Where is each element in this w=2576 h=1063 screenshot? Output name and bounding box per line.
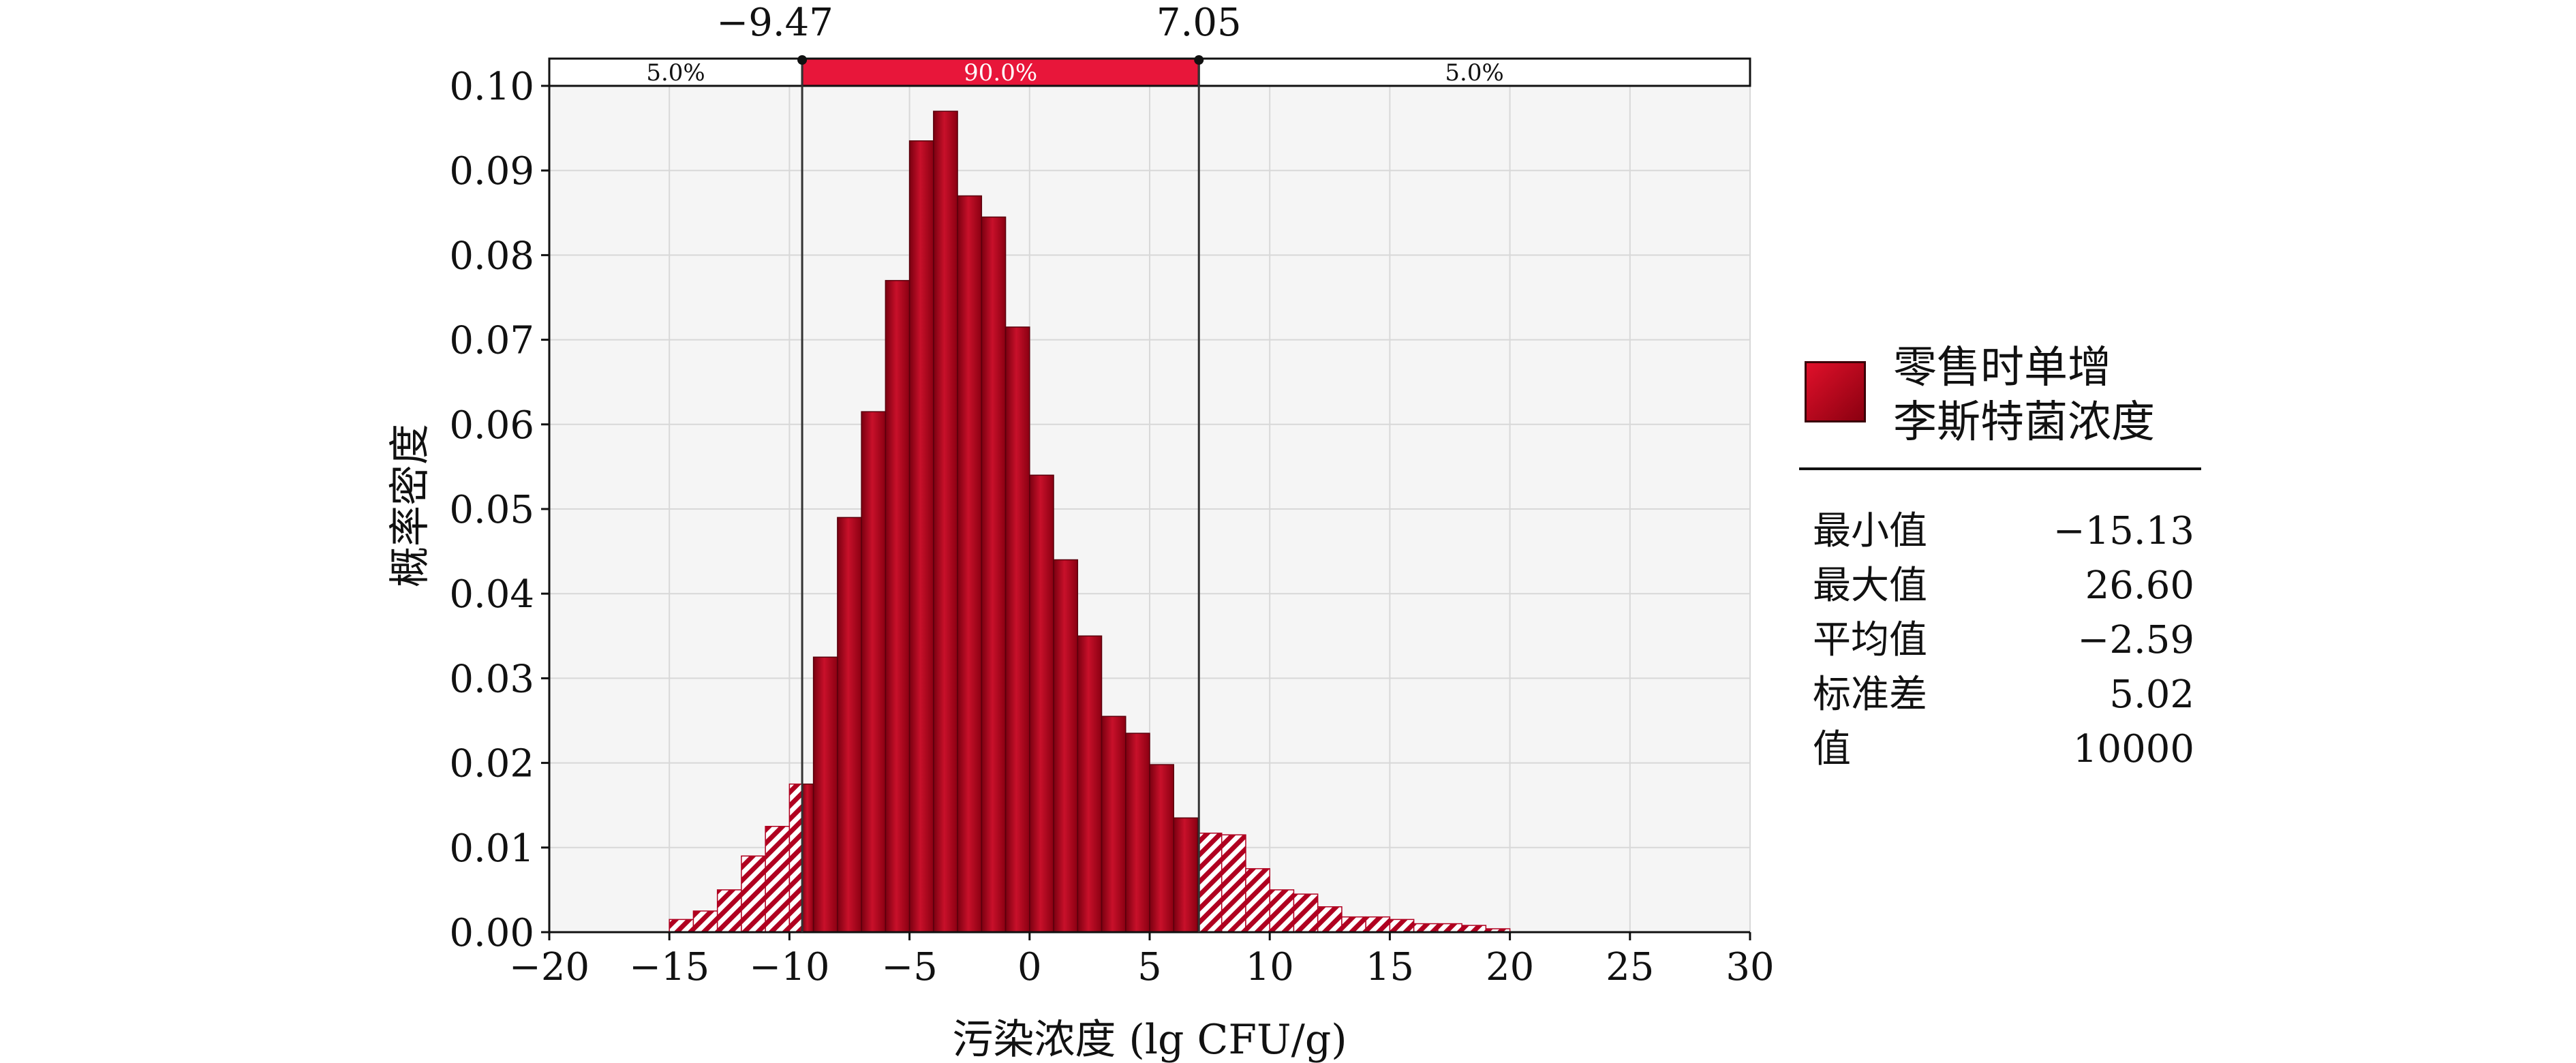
histogram-bar xyxy=(1341,916,1366,933)
y-tick-label: 0.06 xyxy=(449,403,534,448)
stat-value: 26.60 xyxy=(2085,564,2194,608)
histogram-bar xyxy=(957,195,983,933)
band-middle-label: 90.0% xyxy=(964,59,1037,87)
band-left-segment xyxy=(548,57,803,87)
histogram-bar xyxy=(1053,559,1079,933)
stat-value: 10000 xyxy=(2072,727,2194,771)
histogram-bar xyxy=(1413,923,1439,933)
stat-label: 最大值 xyxy=(1813,564,1927,608)
stat-row-stddev: 标准差 5.02 xyxy=(1813,668,2194,729)
histogram-bar xyxy=(741,855,766,933)
histogram-bar xyxy=(1173,817,1199,933)
stat-label: 标准差 xyxy=(1813,673,1927,717)
percentile-band: 5.0% 90.0% 5.0% xyxy=(548,57,1751,87)
y-tick-label: 0.05 xyxy=(449,488,534,532)
y-axis-label: 概率密度 xyxy=(386,424,434,587)
x-tick-label: −20 xyxy=(509,945,589,989)
histogram-bar xyxy=(1125,733,1150,933)
x-axis-label: 污染浓度 (lg CFU/g) xyxy=(952,1016,1347,1063)
marker-value-left: −9.47 xyxy=(716,1,833,45)
histogram-bar xyxy=(788,783,803,933)
histogram-bar xyxy=(837,517,862,933)
stat-row-count: 值 10000 xyxy=(1813,722,2194,784)
histogram-bar xyxy=(1293,893,1319,933)
marker-handle-right[interactable] xyxy=(1194,55,1204,65)
histogram-bar xyxy=(885,279,910,933)
stat-label: 值 xyxy=(1813,727,1851,771)
x-tick-label: 5 xyxy=(1137,945,1162,989)
histogram-bar xyxy=(812,656,838,933)
histogram-bar xyxy=(801,783,814,933)
histogram-bar xyxy=(1029,474,1054,933)
x-tick-label: 20 xyxy=(1486,945,1534,989)
histogram-bar xyxy=(1221,834,1246,933)
legend-label: 零售时单增 李斯特菌浓度 xyxy=(1893,341,2155,450)
histogram-bar xyxy=(1077,635,1103,933)
histogram-bars xyxy=(669,110,1511,933)
histogram-bar xyxy=(1269,889,1295,933)
x-tick-label: −15 xyxy=(629,945,709,989)
y-tick-label: 0.04 xyxy=(449,572,534,617)
legend: 零售时单增 李斯特菌浓度 xyxy=(1805,341,2200,477)
stat-label: 最小值 xyxy=(1813,509,1927,553)
histogram-bar xyxy=(933,110,958,933)
histogram-bar xyxy=(692,910,718,933)
y-tick-label: 0.02 xyxy=(449,742,534,786)
stat-value: −2.59 xyxy=(2077,618,2194,662)
x-tick-label: −5 xyxy=(881,945,938,989)
x-tick-label: 30 xyxy=(1726,945,1774,989)
histogram-bar xyxy=(1317,906,1343,933)
x-axis-ticks: −20 −15 −10 −5 0 5 10 15 20 25 30 xyxy=(509,932,1775,989)
histogram-bar xyxy=(716,889,742,933)
histogram-bar xyxy=(1365,916,1391,933)
marker-handle-left[interactable] xyxy=(797,55,808,65)
band-right-label: 5.0% xyxy=(1445,59,1503,87)
x-tick-label: 25 xyxy=(1606,945,1654,989)
band-left-label: 5.0% xyxy=(646,59,705,87)
x-tick-label: 15 xyxy=(1366,945,1414,989)
x-tick-label: −10 xyxy=(749,945,829,989)
x-tick-label: 10 xyxy=(1246,945,1294,989)
y-tick-label: 0.03 xyxy=(449,657,534,701)
y-tick-label: 0.10 xyxy=(449,65,534,109)
y-tick-label: 0.01 xyxy=(449,827,534,871)
histogram-bar xyxy=(1101,715,1126,933)
stat-row-max: 最大值 26.60 xyxy=(1813,559,2194,620)
x-tick-label: 0 xyxy=(1017,945,1042,989)
y-tick-label: 0.09 xyxy=(449,149,534,194)
stat-value: 5.02 xyxy=(2109,673,2194,717)
histogram-bar xyxy=(765,826,791,933)
histogram-bar xyxy=(908,140,934,933)
histogram-bar xyxy=(1005,326,1030,933)
stat-value: −15.13 xyxy=(2053,509,2194,553)
histogram-bar xyxy=(1149,764,1174,933)
stat-row-min: 最小值 −15.13 xyxy=(1813,504,2194,566)
legend-line-2: 李斯特菌浓度 xyxy=(1893,397,2155,448)
stat-row-mean: 平均值 −2.59 xyxy=(1813,613,2194,675)
histogram-bar xyxy=(669,919,694,933)
histogram-bar xyxy=(981,216,1007,933)
legend-divider xyxy=(1799,467,2201,470)
y-tick-label: 0.08 xyxy=(449,234,534,278)
y-tick-label: 0.00 xyxy=(449,911,534,955)
histogram-bar xyxy=(861,411,887,933)
y-tick-label: 0.07 xyxy=(449,319,534,363)
marker-value-right: 7.05 xyxy=(1156,1,1242,45)
y-axis-ticks: 0.00 0.01 0.02 0.03 0.04 0.05 0.06 0.07 0.08 0.09… xyxy=(449,65,549,955)
histogram-bar xyxy=(1198,832,1223,933)
histogram-bar xyxy=(1437,923,1462,933)
histogram-bar xyxy=(1245,868,1270,933)
legend-swatch xyxy=(1805,361,1866,422)
stat-label: 平均值 xyxy=(1813,618,1927,662)
legend-line-1: 零售时单增 xyxy=(1893,343,2111,393)
histogram-bar xyxy=(1389,919,1415,933)
